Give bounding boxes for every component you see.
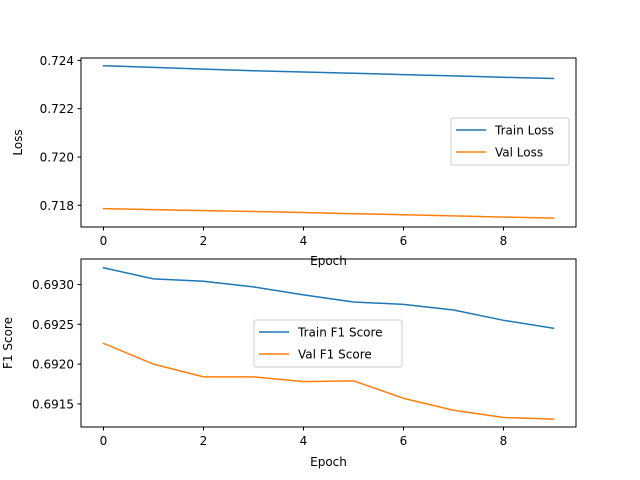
legend: Train F1 Score Val F1 Score	[253, 319, 403, 368]
y-tick-label: 0.724	[40, 54, 74, 68]
y-axis-label: F1 Score	[1, 317, 15, 369]
x-tick-label: 0	[100, 234, 108, 248]
y-tick-label: 0.720	[40, 150, 74, 164]
axes-frame	[80, 258, 577, 428]
x-tick-label: 6	[400, 434, 408, 448]
y-tick-label: 0.6930	[32, 278, 74, 292]
chart-panel-1: 0 2 4 6 8 0.718 0.720 0.722 0.724 Epoch Loss Train …	[11, 54, 577, 268]
x-tick-label: 8	[500, 434, 508, 448]
x-tick-label: 4	[300, 234, 308, 248]
x-axis-label: Epoch	[310, 254, 347, 268]
x-axis-label: Epoch	[310, 455, 347, 469]
axes-frame	[80, 57, 577, 228]
series-line-train	[102, 266, 555, 330]
legend-label: Val Loss	[495, 146, 543, 160]
x-tick-label: 6	[400, 234, 408, 248]
legend: Train Loss Val Loss	[450, 117, 570, 166]
x-tick-label: 2	[200, 234, 208, 248]
series-line-val	[102, 342, 555, 420]
chart-panel-2: 0 2 4 6 8 0.6915 0.6920 0.6925 0.6930 Epoch F1 Sco…	[1, 258, 577, 469]
series-line-val	[102, 207, 555, 219]
y-axis-label: Loss	[11, 129, 25, 155]
legend-label: Train Loss	[494, 124, 554, 138]
legend-label: Train F1 Score	[297, 326, 383, 340]
x-tick-label: 2	[200, 434, 208, 448]
x-tick-label: 0	[100, 434, 108, 448]
y-tick-label: 0.6920	[32, 358, 74, 372]
x-tick-label: 4	[300, 434, 308, 448]
x-tick-label: 8	[500, 234, 508, 248]
y-tick-label: 0.718	[40, 199, 74, 213]
y-tick-label: 0.6925	[32, 318, 74, 332]
legend-label: Val F1 Score	[298, 348, 372, 362]
y-tick-label: 0.6915	[32, 397, 74, 411]
legend-box	[253, 319, 403, 368]
y-tick-label: 0.722	[40, 102, 74, 116]
series-line-train	[102, 64, 555, 80]
